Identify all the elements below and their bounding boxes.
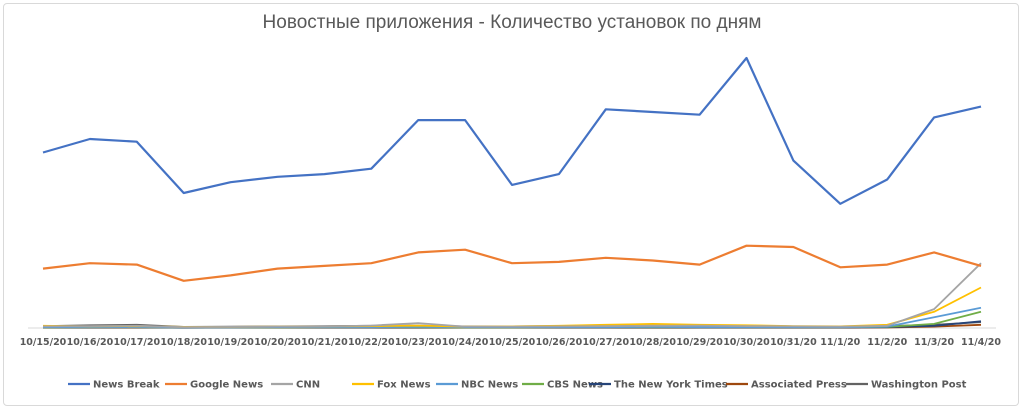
- chart-title: Новостные приложения - Количество устано…: [262, 12, 762, 33]
- x-tick-label: 10/16/20: [67, 337, 114, 348]
- legend-item-nbc-news: NBC News: [436, 380, 518, 391]
- x-tick-label: 10/30/20: [723, 337, 770, 348]
- x-tick-label: 10/18/20: [160, 337, 207, 348]
- x-tick-label: 11/1/20: [820, 337, 860, 348]
- legend-label: CNN: [296, 380, 320, 391]
- series-line-fox-news: [42, 286, 982, 328]
- x-tick-label: 10/25/20: [489, 337, 536, 348]
- x-tick-labels: 10/15/20 10/16/20 10/17/20 10/18/20 10/19/20…: [20, 337, 1002, 348]
- x-tick-label: 11/2/20: [867, 337, 907, 348]
- chart-frame: [3, 3, 1019, 406]
- x-tick-label: 10/29/20: [676, 337, 723, 348]
- series-line-news-break: [42, 56, 982, 205]
- legend-label: Fox News: [377, 380, 431, 391]
- series-line-google-news: [42, 244, 982, 282]
- legend-item-cnn: CNN: [271, 380, 320, 391]
- x-tick-label: 10/20/20: [254, 337, 301, 348]
- series-lines: [42, 56, 982, 329]
- legend-label: Google News: [190, 380, 263, 391]
- x-tick-label: 10/27/20: [582, 337, 629, 348]
- x-tick-label: 10/17/20: [113, 337, 160, 348]
- legend-item-google-news: Google News: [165, 380, 263, 391]
- legend-item-the-new-york-times: The New York Times: [589, 380, 728, 391]
- series-line-cbs-news: [42, 310, 982, 329]
- legend-label: NBC News: [461, 380, 518, 391]
- x-tick-label: 11/4/20: [961, 337, 1001, 348]
- legend-item-washington-post: Washington Post: [846, 380, 967, 391]
- series-line-nbc-news: [43, 306, 982, 329]
- x-tick-label: 10/23/20: [395, 337, 442, 348]
- legend-item-news-break: News Break: [68, 380, 160, 391]
- legend-item-cbs-news: CBS News: [522, 380, 603, 391]
- x-tick-label: 10/22/20: [348, 337, 395, 348]
- legend-item-associated-press: Associated Press: [726, 380, 847, 391]
- x-tick-label: 10/28/20: [629, 337, 676, 348]
- legend-item-fox-news: Fox News: [352, 380, 431, 391]
- x-tick-label: 10/15/20: [20, 337, 67, 348]
- series-line-cnn: [42, 262, 982, 329]
- x-tick-label: 10/24/20: [442, 337, 489, 348]
- x-tick-label: 10/19/20: [207, 337, 254, 348]
- x-tick-label: 10/31/20: [770, 337, 817, 348]
- legend-label: CBS News: [547, 380, 603, 391]
- x-tick-label: 10/26/20: [536, 337, 583, 348]
- legend: News Break Google News CNN Fox News NBC News…: [68, 380, 967, 391]
- legend-label: News Break: [93, 380, 160, 391]
- legend-label: The New York Times: [614, 380, 728, 391]
- legend-label: Washington Post: [871, 380, 967, 391]
- x-tick-label: 10/21/20: [301, 337, 348, 348]
- x-tick-label: 11/3/20: [914, 337, 954, 348]
- legend-label: Associated Press: [751, 380, 847, 391]
